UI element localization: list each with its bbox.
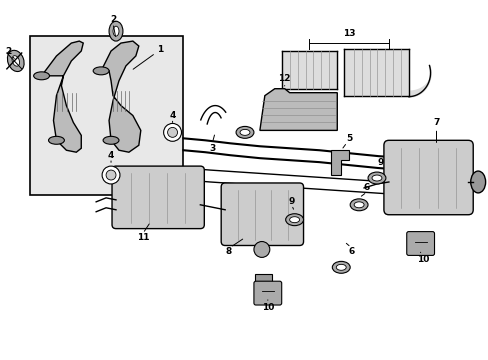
Circle shape	[253, 242, 269, 257]
Ellipse shape	[48, 136, 64, 144]
Ellipse shape	[289, 217, 299, 223]
Text: 9: 9	[288, 197, 294, 206]
Text: 5: 5	[346, 134, 351, 143]
Ellipse shape	[7, 50, 24, 72]
Text: 3: 3	[209, 144, 215, 153]
Ellipse shape	[236, 126, 253, 138]
FancyBboxPatch shape	[112, 166, 204, 229]
Text: 4: 4	[169, 111, 175, 120]
Text: 6: 6	[347, 247, 354, 256]
Text: 8: 8	[224, 247, 231, 256]
Text: 12: 12	[278, 74, 290, 83]
Circle shape	[102, 166, 120, 184]
Ellipse shape	[240, 129, 249, 135]
Text: 1: 1	[157, 45, 163, 54]
Text: 10: 10	[417, 255, 429, 264]
Text: 4: 4	[108, 151, 114, 160]
Circle shape	[163, 123, 181, 141]
Text: 11: 11	[136, 233, 149, 242]
Ellipse shape	[285, 214, 303, 226]
Text: 9: 9	[377, 158, 384, 167]
Text: 7: 7	[432, 118, 439, 127]
Ellipse shape	[332, 261, 349, 273]
Text: 10: 10	[261, 302, 273, 311]
Circle shape	[106, 170, 116, 180]
Ellipse shape	[34, 72, 49, 80]
Ellipse shape	[353, 202, 364, 208]
Polygon shape	[254, 274, 271, 284]
FancyBboxPatch shape	[383, 140, 472, 215]
Ellipse shape	[371, 175, 381, 181]
Ellipse shape	[12, 56, 20, 66]
FancyBboxPatch shape	[253, 281, 281, 305]
Text: 2: 2	[110, 15, 116, 24]
Ellipse shape	[470, 171, 485, 193]
Text: 6: 6	[363, 184, 369, 193]
Ellipse shape	[367, 172, 385, 184]
Ellipse shape	[103, 136, 119, 144]
Bar	[30, 36, 183, 195]
Ellipse shape	[109, 21, 122, 41]
Polygon shape	[101, 41, 141, 152]
Text: 2: 2	[6, 46, 12, 55]
FancyBboxPatch shape	[221, 183, 303, 246]
FancyBboxPatch shape	[406, 231, 434, 255]
Polygon shape	[259, 89, 337, 130]
Ellipse shape	[349, 199, 367, 211]
Ellipse shape	[93, 67, 109, 75]
Polygon shape	[331, 150, 348, 175]
Ellipse shape	[113, 26, 119, 36]
Ellipse shape	[336, 264, 346, 270]
Text: 13: 13	[342, 29, 355, 38]
Polygon shape	[41, 41, 83, 152]
Circle shape	[167, 127, 177, 137]
